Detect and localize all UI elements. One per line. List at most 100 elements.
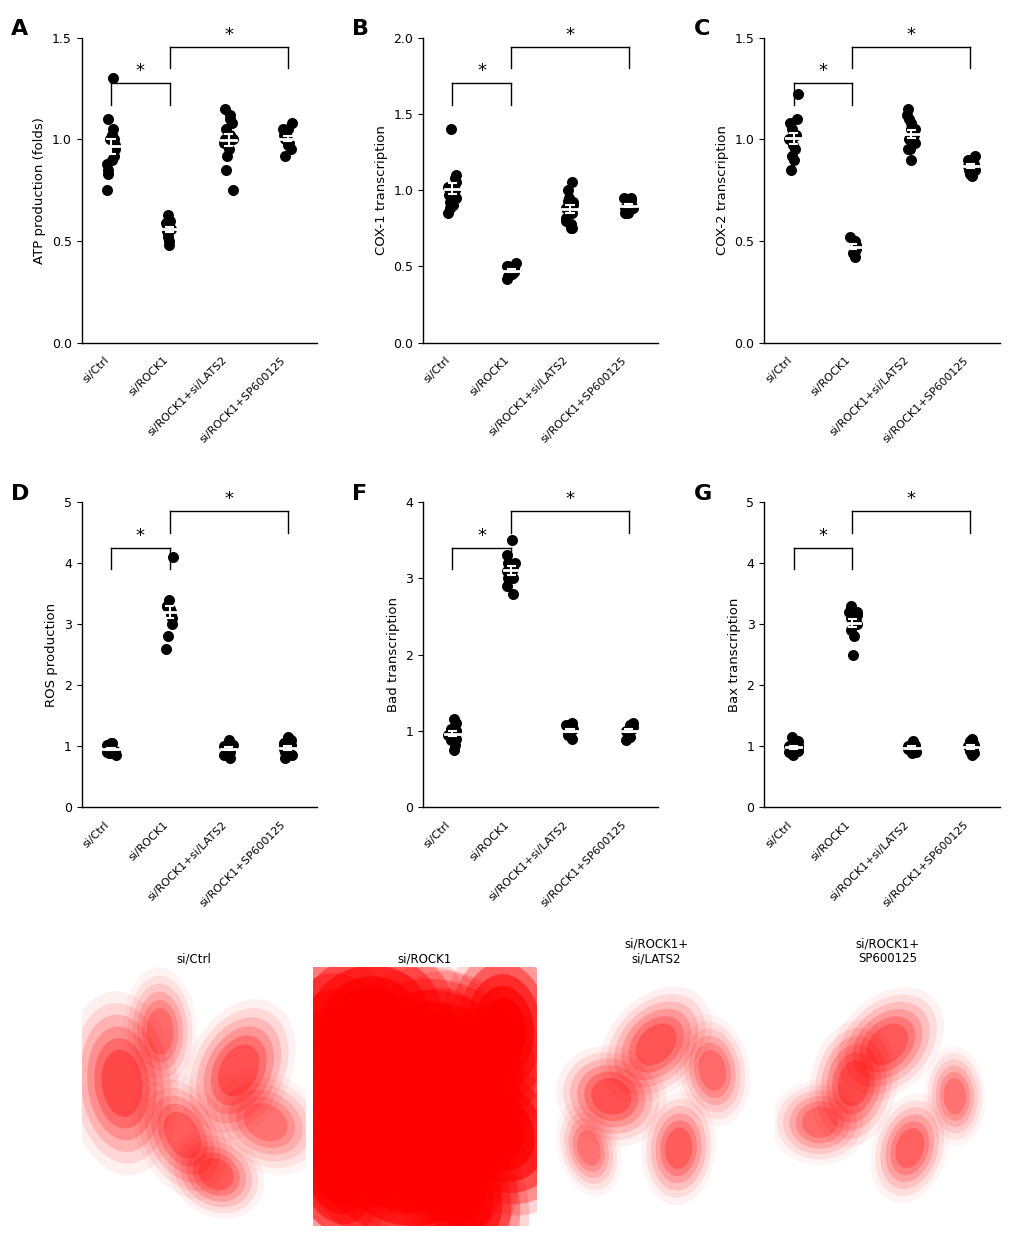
Point: [557, 199, 574, 219]
Ellipse shape: [606, 995, 705, 1095]
Point: [781, 736, 797, 756]
Ellipse shape: [218, 1045, 259, 1096]
Ellipse shape: [650, 1106, 706, 1191]
Point: [159, 215, 175, 235]
Point: [275, 119, 291, 139]
Point: [621, 724, 637, 744]
Ellipse shape: [938, 1072, 969, 1121]
Text: si/ROCK1+SP600125: si/ROCK1+SP600125: [539, 819, 629, 909]
Point: [104, 150, 120, 170]
Point: [965, 145, 981, 165]
Point: [280, 736, 297, 756]
Ellipse shape: [145, 1087, 220, 1183]
Point: [439, 178, 455, 198]
Ellipse shape: [809, 1020, 897, 1147]
Point: [624, 713, 640, 733]
Point: [279, 743, 296, 763]
Text: E: E: [0, 946, 14, 966]
Ellipse shape: [333, 987, 405, 1050]
Ellipse shape: [783, 1091, 856, 1155]
Point: [275, 125, 291, 145]
Point: [904, 741, 920, 761]
Point: [789, 734, 805, 754]
Point: [964, 737, 980, 757]
Point: [622, 727, 638, 747]
Point: [965, 743, 981, 763]
Point: [899, 736, 915, 756]
Point: [222, 105, 238, 125]
Ellipse shape: [577, 1065, 645, 1127]
Ellipse shape: [829, 987, 944, 1102]
Ellipse shape: [473, 986, 533, 1077]
Point: [841, 226, 857, 246]
Point: [216, 134, 232, 154]
Point: [964, 736, 980, 756]
Ellipse shape: [356, 1005, 484, 1198]
Point: [785, 150, 801, 170]
Ellipse shape: [424, 1142, 493, 1232]
Point: [100, 736, 116, 756]
Point: [623, 188, 639, 208]
Ellipse shape: [284, 990, 408, 1177]
Ellipse shape: [410, 1025, 484, 1090]
Point: [898, 105, 914, 125]
Point: [789, 85, 805, 105]
Text: 65μm: 65μm: [930, 1182, 962, 1192]
Ellipse shape: [102, 1050, 143, 1117]
Point: [441, 199, 458, 219]
Ellipse shape: [313, 1145, 357, 1203]
Title: si/Ctrl: si/Ctrl: [176, 952, 211, 966]
Ellipse shape: [87, 1026, 157, 1140]
Ellipse shape: [832, 1052, 874, 1115]
Point: [959, 150, 975, 170]
Ellipse shape: [396, 1107, 520, 1251]
Point: [505, 261, 522, 281]
Text: si/Ctrl: si/Ctrl: [422, 819, 451, 849]
Point: [275, 739, 291, 759]
Point: [504, 584, 521, 604]
Point: [221, 125, 237, 145]
Point: [106, 145, 122, 165]
Text: F: F: [352, 484, 367, 504]
Ellipse shape: [180, 1141, 252, 1207]
Point: [961, 741, 977, 761]
Ellipse shape: [934, 1066, 973, 1127]
Ellipse shape: [147, 1008, 173, 1055]
Y-axis label: Bax transcription: Bax transcription: [728, 598, 740, 712]
Ellipse shape: [621, 1008, 691, 1080]
Text: si/ROCK1+SP600125: si/ROCK1+SP600125: [198, 819, 287, 909]
Point: [223, 113, 239, 133]
Point: [623, 190, 639, 210]
Point: [561, 721, 578, 741]
Ellipse shape: [354, 1123, 441, 1200]
Point: [499, 568, 516, 588]
Point: [847, 239, 863, 259]
Point: [965, 154, 981, 174]
Point: [562, 218, 579, 238]
Point: [564, 717, 580, 737]
Point: [283, 139, 300, 159]
Ellipse shape: [384, 1002, 510, 1113]
Point: [789, 739, 805, 759]
Ellipse shape: [884, 1115, 933, 1182]
Ellipse shape: [599, 987, 712, 1102]
Point: [279, 727, 296, 747]
Point: [564, 203, 580, 223]
Point: [277, 748, 293, 768]
Title: si/ROCK1+
SP600125: si/ROCK1+ SP600125: [855, 937, 918, 966]
Ellipse shape: [298, 1123, 372, 1225]
Ellipse shape: [406, 1040, 578, 1216]
Point: [624, 199, 640, 219]
Point: [498, 256, 515, 276]
Point: [164, 614, 180, 634]
Point: [448, 188, 465, 208]
Point: [162, 599, 178, 619]
Ellipse shape: [814, 1028, 892, 1138]
Ellipse shape: [296, 955, 442, 1082]
Ellipse shape: [655, 1113, 701, 1183]
Ellipse shape: [684, 1028, 740, 1112]
Point: [625, 717, 641, 737]
Point: [160, 226, 176, 246]
Text: si/Ctrl: si/Ctrl: [81, 355, 111, 385]
Point: [960, 154, 976, 174]
